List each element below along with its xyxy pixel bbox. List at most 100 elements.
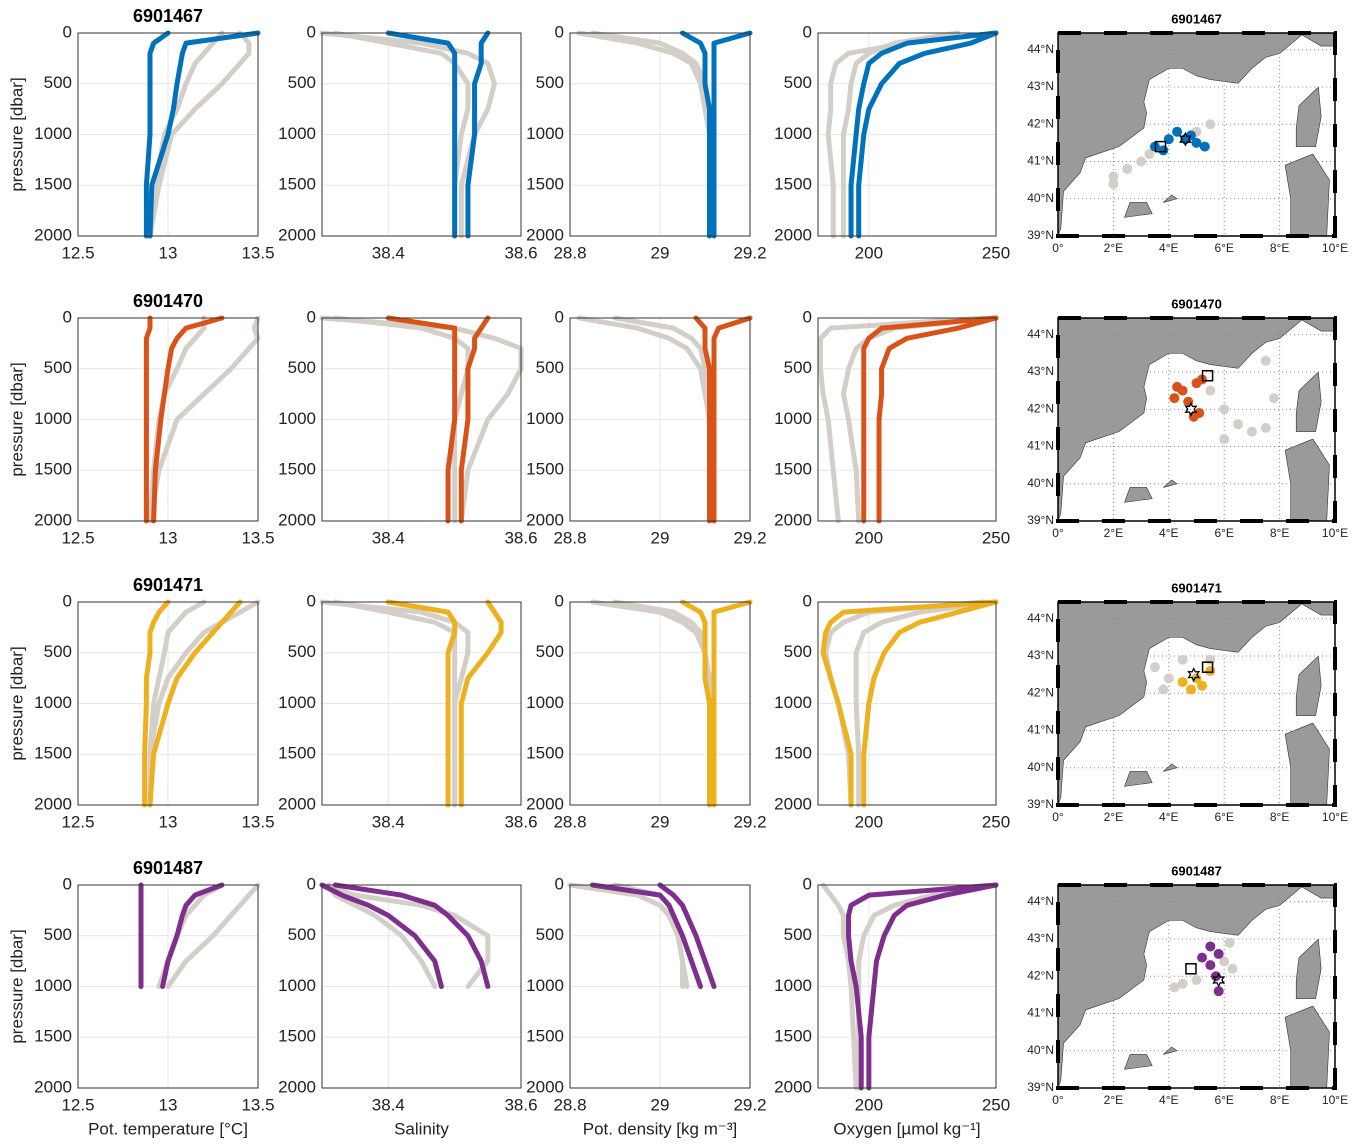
y-tick-label: 0 — [307, 591, 316, 610]
y-tick-label: 1500 — [34, 175, 72, 194]
map-title: 6901487 — [1171, 863, 1222, 878]
x-tick-label: 13 — [159, 812, 178, 831]
y-tick-label: 0 — [63, 307, 72, 326]
y-tick-label: 1000 — [278, 976, 316, 995]
profile-panel: 12.5 13 13.5 0 500 1000 1500 2000 6901471 pressur… — [7, 575, 274, 832]
y-tick-label: 2000 — [526, 794, 564, 813]
y-tick-label: 1000 — [278, 124, 316, 143]
track-point — [1227, 963, 1238, 974]
y-tick-label: 1500 — [34, 1027, 72, 1046]
track-point — [1224, 937, 1235, 948]
track-point — [1108, 178, 1119, 189]
x-axis-label: Pot. temperature [°C] — [88, 1119, 248, 1138]
y-tick-label: 1500 — [34, 460, 72, 479]
land — [1057, 884, 1336, 1089]
x-tick-label: 0° — [1052, 241, 1064, 255]
track-point — [1144, 149, 1155, 160]
profile-line — [693, 315, 712, 524]
profile-line — [853, 599, 999, 808]
y-tick-label: 39°N — [1027, 1080, 1054, 1094]
track-point — [1205, 119, 1216, 130]
profile-panel: 12.5 13 13.5 0 500 1000 1500 2000 6901470 pressur… — [7, 291, 274, 548]
profile-panel: 38.4 38.6 0 500 1000 1500 2000 — [278, 22, 537, 262]
x-tick-label: 28.8 — [553, 812, 586, 831]
profile-line — [657, 882, 717, 989]
land — [1057, 317, 1336, 522]
float-title: 6901487 — [133, 858, 203, 878]
profile-line — [840, 30, 961, 239]
profile-line — [319, 882, 491, 989]
y-tick-label: 500 — [536, 73, 564, 92]
y-tick-label: 1000 — [526, 976, 564, 995]
x-tick-label: 4°E — [1159, 526, 1178, 540]
profile-line — [711, 599, 753, 808]
profile-line — [326, 882, 438, 989]
profile-line — [385, 315, 458, 524]
y-tick-label: 2000 — [34, 510, 72, 529]
x-tick-label: 200 — [855, 528, 883, 547]
y-tick-label: 41°N — [1027, 723, 1054, 737]
float-title: 6901471 — [133, 575, 203, 595]
x-tick-label: 0° — [1052, 526, 1064, 540]
plot-frame — [569, 317, 751, 522]
plot-frame — [77, 884, 259, 1089]
y-tick-label: 0 — [555, 591, 564, 610]
x-tick-label: 250 — [982, 243, 1010, 262]
map-frame-dash — [1056, 316, 1337, 523]
track-point — [1197, 680, 1208, 691]
profile-panel: 12.5 13 13.5 0 500 1000 1500 2000 6901487 pressur… — [7, 858, 274, 1139]
profile-line — [147, 599, 243, 808]
x-tick-label: 250 — [982, 1095, 1010, 1114]
profile-panel: 200 250 0 500 1000 1500 2000 Oxygen [µmol kg⁻¹] — [774, 874, 1010, 1138]
profile-line — [866, 882, 999, 1091]
y-tick-label: 0 — [555, 307, 564, 326]
track-point — [1158, 684, 1169, 695]
y-tick-label: 41°N — [1027, 439, 1054, 453]
x-tick-label: 38.4 — [372, 528, 405, 547]
x-tick-label: 13.5 — [241, 812, 274, 831]
track-point — [1260, 355, 1271, 366]
profile-panel: 200 250 0 500 1000 1500 2000 — [774, 22, 1010, 262]
plot-frame — [321, 884, 522, 1089]
profile-panel: 200 250 0 500 1000 1500 2000 — [774, 591, 1010, 831]
y-tick-label: 1000 — [774, 409, 812, 428]
x-tick-label: 8°E — [1270, 241, 1289, 255]
y-tick-label: 2000 — [526, 510, 564, 529]
y-tick-label: 1500 — [278, 744, 316, 763]
y-tick-label: 1000 — [34, 976, 72, 995]
y-tick-label: 500 — [44, 642, 72, 661]
profile-panel: 38.4 38.6 0 500 1000 1500 2000 Salinity — [278, 874, 537, 1138]
x-axis-label: Oxygen [µmol kg⁻¹] — [833, 1119, 980, 1138]
y-tick-label: 0 — [803, 307, 812, 326]
profile-line — [846, 882, 999, 1091]
x-tick-label: 28.8 — [553, 1095, 586, 1114]
x-tick-label: 10°E — [1322, 241, 1348, 255]
profile-line — [147, 315, 261, 524]
y-tick-label: 0 — [555, 22, 564, 41]
profile-line — [465, 30, 491, 239]
y-tick-label: 1000 — [526, 409, 564, 428]
track-point — [1163, 134, 1174, 145]
y-axis-label: pressure [dbar] — [7, 646, 26, 760]
track-point — [1185, 684, 1196, 695]
profile-line — [151, 315, 225, 524]
y-tick-label: 0 — [803, 874, 812, 893]
profile-line — [385, 30, 458, 239]
land — [1124, 487, 1153, 503]
track-point — [1169, 393, 1180, 404]
y-tick-label: 2000 — [34, 1077, 72, 1096]
x-tick-label: 28.8 — [553, 243, 586, 262]
land — [1124, 202, 1153, 218]
profile-panel: 200 250 0 500 1000 1500 2000 — [774, 307, 1010, 547]
track-point — [1191, 974, 1202, 985]
x-tick-label: 4°E — [1159, 810, 1178, 824]
y-tick-label: 500 — [44, 925, 72, 944]
y-tick-label: 1500 — [278, 1027, 316, 1046]
profile-panel: 28.8 29 29.2 0 500 1000 1500 2000 — [526, 22, 766, 262]
y-tick-label: 40°N — [1027, 760, 1054, 774]
y-tick-label: 0 — [63, 591, 72, 610]
profile-line — [458, 315, 491, 524]
profile-line — [385, 599, 458, 808]
y-tick-label: 500 — [536, 925, 564, 944]
map-frame-dash — [1056, 883, 1337, 1090]
